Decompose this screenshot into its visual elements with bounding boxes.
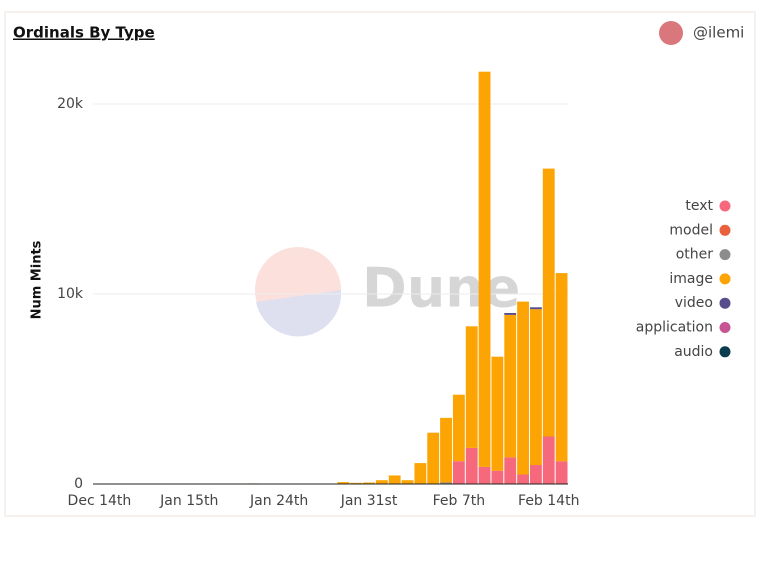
bar-segment (517, 474, 529, 484)
bar-segment (452, 394, 465, 462)
bar-segment (427, 432, 440, 484)
legend-label: application (636, 320, 713, 336)
avatar (659, 21, 683, 45)
chart-title: Ordinals By Type (13, 24, 155, 42)
legend-label: text (685, 198, 713, 214)
bar-segment (465, 326, 478, 448)
bar-segment (388, 475, 401, 484)
y-tick-label: 10k (57, 286, 84, 302)
bar-segment (478, 71, 491, 467)
legend-swatch (719, 322, 731, 333)
legend-swatch (719, 273, 731, 285)
legend-swatch (719, 224, 731, 236)
bar-segment (452, 461, 465, 484)
bar-segment (478, 466, 491, 484)
x-tick-label: Dec 14th (68, 493, 132, 509)
legend-label: video (675, 295, 713, 311)
legend-swatch (719, 249, 731, 261)
watermark: Dune (362, 257, 520, 320)
legend-swatch (719, 297, 731, 309)
bar-segment (337, 482, 350, 484)
bar-segment (491, 356, 504, 471)
bar-segment (555, 273, 568, 462)
bar-segment (350, 482, 363, 484)
x-tick-label: Jan 31st (340, 493, 398, 509)
x-tick-label: Jan 24th (249, 493, 308, 509)
bar-segment (529, 309, 542, 465)
legend-label: model (669, 222, 713, 238)
bar-segment (440, 482, 452, 484)
bar-segment (414, 463, 427, 484)
x-tick-label: Jan 15th (159, 493, 218, 509)
x-tick-label: Feb 14th (518, 493, 579, 509)
legend-swatch (719, 346, 731, 358)
watermark-logo (255, 247, 342, 337)
bar-segment (504, 314, 517, 458)
bar-segment (529, 307, 542, 310)
bar-segment (555, 461, 568, 484)
legend-label: image (669, 271, 713, 287)
legend-label: audio (674, 344, 713, 360)
legend-swatch (719, 200, 731, 212)
bar-segment (504, 313, 517, 315)
bar-segment (504, 457, 517, 484)
author: @ilemi (693, 24, 744, 42)
bar-segment (465, 447, 478, 484)
x-tick-label: Feb 7th (433, 493, 486, 509)
bar-segment (375, 480, 388, 484)
bar-segment (440, 417, 452, 483)
bar-segment (491, 470, 504, 484)
y-tick-label: 20k (57, 96, 84, 112)
bar-segment (401, 480, 414, 484)
bar-segment (529, 465, 542, 484)
y-tick-label: 0 (74, 476, 83, 492)
card (4, 11, 756, 517)
legend-label: other (676, 247, 714, 263)
bar-segment (517, 301, 529, 475)
bar-segment (542, 168, 555, 437)
bar-segment (363, 482, 375, 484)
y-axis-label: Num Mints (30, 240, 45, 319)
bar-segment (542, 436, 555, 484)
